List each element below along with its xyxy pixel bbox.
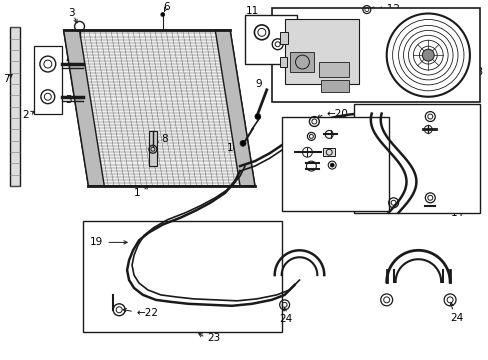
Text: 21: 21 (323, 135, 336, 145)
Text: 23: 23 (207, 333, 220, 343)
Text: 2: 2 (22, 109, 29, 120)
Bar (353, 104, 479, 213)
Text: 5: 5 (65, 95, 72, 105)
Polygon shape (63, 30, 104, 186)
Text: 24: 24 (449, 313, 463, 323)
Text: ←16: ←16 (440, 112, 462, 122)
Polygon shape (215, 30, 254, 186)
Text: 14: 14 (450, 208, 464, 218)
Text: ←22: ←22 (136, 308, 158, 318)
Polygon shape (63, 30, 254, 186)
Text: 19: 19 (89, 237, 102, 247)
Bar (319, 62, 348, 77)
Bar (281, 117, 388, 211)
Bar (279, 32, 287, 44)
Text: 4: 4 (65, 55, 72, 65)
Text: 27: 27 (282, 146, 295, 156)
Bar (279, 57, 286, 67)
Text: 10: 10 (227, 143, 240, 153)
Text: 7: 7 (3, 74, 10, 84)
Text: 1: 1 (134, 188, 141, 198)
Bar (284, 19, 358, 84)
Bar (321, 80, 348, 92)
Bar (323, 148, 334, 156)
Circle shape (422, 49, 433, 61)
Bar (83, 221, 281, 332)
Text: ←29: ←29 (345, 125, 366, 134)
Text: 13: 13 (470, 67, 483, 77)
Text: ←18: ←18 (440, 194, 462, 204)
Bar (148, 131, 157, 166)
Text: 11: 11 (245, 5, 259, 15)
Circle shape (240, 140, 245, 146)
Text: ←20: ←20 (325, 109, 347, 118)
Text: ←25: ←25 (344, 164, 366, 174)
Text: 9: 9 (254, 79, 261, 89)
Text: 3: 3 (68, 8, 75, 18)
Circle shape (254, 114, 260, 120)
Text: 28: 28 (282, 160, 295, 170)
Text: 24: 24 (279, 314, 292, 324)
Text: 6: 6 (163, 1, 169, 12)
Bar (244, 14, 296, 64)
Circle shape (161, 13, 164, 17)
Text: 8: 8 (161, 134, 167, 144)
Text: ←26: ←26 (346, 146, 368, 156)
Text: ←15: ←15 (439, 123, 461, 134)
Circle shape (329, 163, 333, 167)
Bar (289, 52, 314, 72)
Text: ←12: ←12 (378, 4, 400, 14)
Polygon shape (10, 27, 20, 186)
Text: 17: 17 (356, 151, 369, 161)
Circle shape (386, 14, 469, 97)
Bar (34, 46, 61, 114)
Bar (271, 8, 479, 102)
